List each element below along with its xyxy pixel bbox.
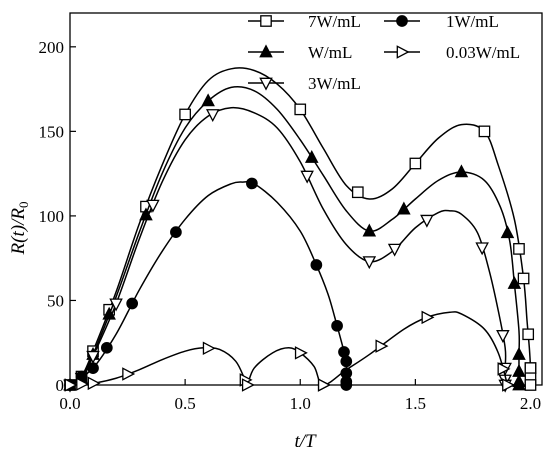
data-point <box>179 108 191 121</box>
data-point <box>475 242 489 256</box>
data-point <box>522 328 535 341</box>
series-0-03w-ml <box>64 310 516 392</box>
legend-item: 1W/mL <box>384 12 499 31</box>
data-point <box>109 298 123 312</box>
x-tick-label: 1.0 <box>290 394 311 413</box>
series-3w-ml <box>63 106 512 393</box>
data-point <box>454 164 469 178</box>
series-layer <box>63 67 537 393</box>
data-point <box>310 259 323 271</box>
legend-item: 0.03W/mL <box>384 43 520 62</box>
series-w-ml <box>63 85 526 391</box>
x-tick-label: 0.0 <box>59 394 80 413</box>
data-point <box>512 377 526 391</box>
y-axis-label: R(t)/R0 <box>8 202 31 256</box>
data-point <box>87 362 99 374</box>
legend-marker <box>259 44 273 58</box>
y-tick-label: 150 <box>39 122 65 141</box>
data-point <box>397 201 411 215</box>
series-line <box>69 180 348 386</box>
series-1w-ml <box>64 177 353 391</box>
series-7w-ml <box>64 67 537 391</box>
data-point <box>507 275 522 289</box>
data-point <box>64 378 78 392</box>
data-point <box>304 149 319 163</box>
y-axis-label-group: R(t)/R0 <box>8 202 31 256</box>
x-tick-label: 0.5 <box>174 394 195 413</box>
y-tick-label: 200 <box>39 38 65 57</box>
legend-item: 7W/mL <box>248 12 361 31</box>
y-tick-label: 0 <box>56 376 65 395</box>
data-point <box>146 199 160 213</box>
x-axis-label: t/T <box>294 431 317 452</box>
data-point <box>497 362 511 376</box>
data-point <box>100 341 113 354</box>
data-point <box>512 346 526 360</box>
data-point <box>331 319 343 332</box>
y-tick-label: 50 <box>47 291 64 310</box>
data-point <box>300 170 314 184</box>
legend-marker <box>396 15 408 27</box>
data-point <box>122 367 136 381</box>
legend: 7W/mL 1W/mL W/mL 0.03W/mL 3W/mL <box>248 12 520 93</box>
data-point <box>351 186 364 199</box>
y-tick-label: 100 <box>39 207 65 226</box>
legend-label: 7W/mL <box>308 12 361 31</box>
data-point <box>513 243 525 255</box>
legend-label: 3W/mL <box>308 74 361 93</box>
legend-marker <box>260 15 272 27</box>
legend-marker <box>259 77 273 91</box>
data-point <box>362 256 377 270</box>
data-point <box>201 93 215 107</box>
data-point <box>317 378 331 392</box>
data-point <box>375 339 389 353</box>
data-point <box>340 379 353 391</box>
legend-marker <box>396 45 410 59</box>
data-point <box>387 243 402 257</box>
legend-label: W/mL <box>308 43 352 62</box>
data-point <box>496 330 510 344</box>
series-line <box>69 67 532 386</box>
data-point <box>76 377 90 391</box>
data-point <box>420 214 434 228</box>
data-point <box>170 226 182 238</box>
data-point <box>294 346 308 360</box>
data-point <box>502 378 516 392</box>
series-line <box>69 311 509 387</box>
data-point <box>340 355 353 368</box>
legend-item: 3W/mL <box>248 74 361 93</box>
x-tick-label: 2.0 <box>520 394 541 413</box>
data-point <box>524 379 537 391</box>
series-line <box>69 106 507 386</box>
data-point <box>126 297 139 310</box>
data-point <box>202 341 216 356</box>
data-point <box>500 225 515 239</box>
data-point <box>294 103 307 116</box>
data-point <box>246 177 258 190</box>
data-point <box>205 109 220 123</box>
data-point <box>241 378 255 392</box>
series-line <box>69 85 521 386</box>
data-point <box>421 310 435 325</box>
data-point <box>87 376 101 391</box>
data-point <box>524 362 537 374</box>
data-point <box>86 350 100 364</box>
plot-frame <box>69 12 543 386</box>
legend-label: 0.03W/mL <box>446 43 520 62</box>
x-tick-label: 1.5 <box>405 394 426 413</box>
legend-label: 1W/mL <box>446 12 499 31</box>
axes: 0.0 0.5 1.0 1.5 2.0 0 50 100 150 200 <box>39 12 543 413</box>
data-point <box>517 272 530 285</box>
data-point <box>362 223 377 237</box>
data-point <box>478 125 491 138</box>
data-point <box>409 157 422 170</box>
legend-item: W/mL <box>248 43 352 62</box>
